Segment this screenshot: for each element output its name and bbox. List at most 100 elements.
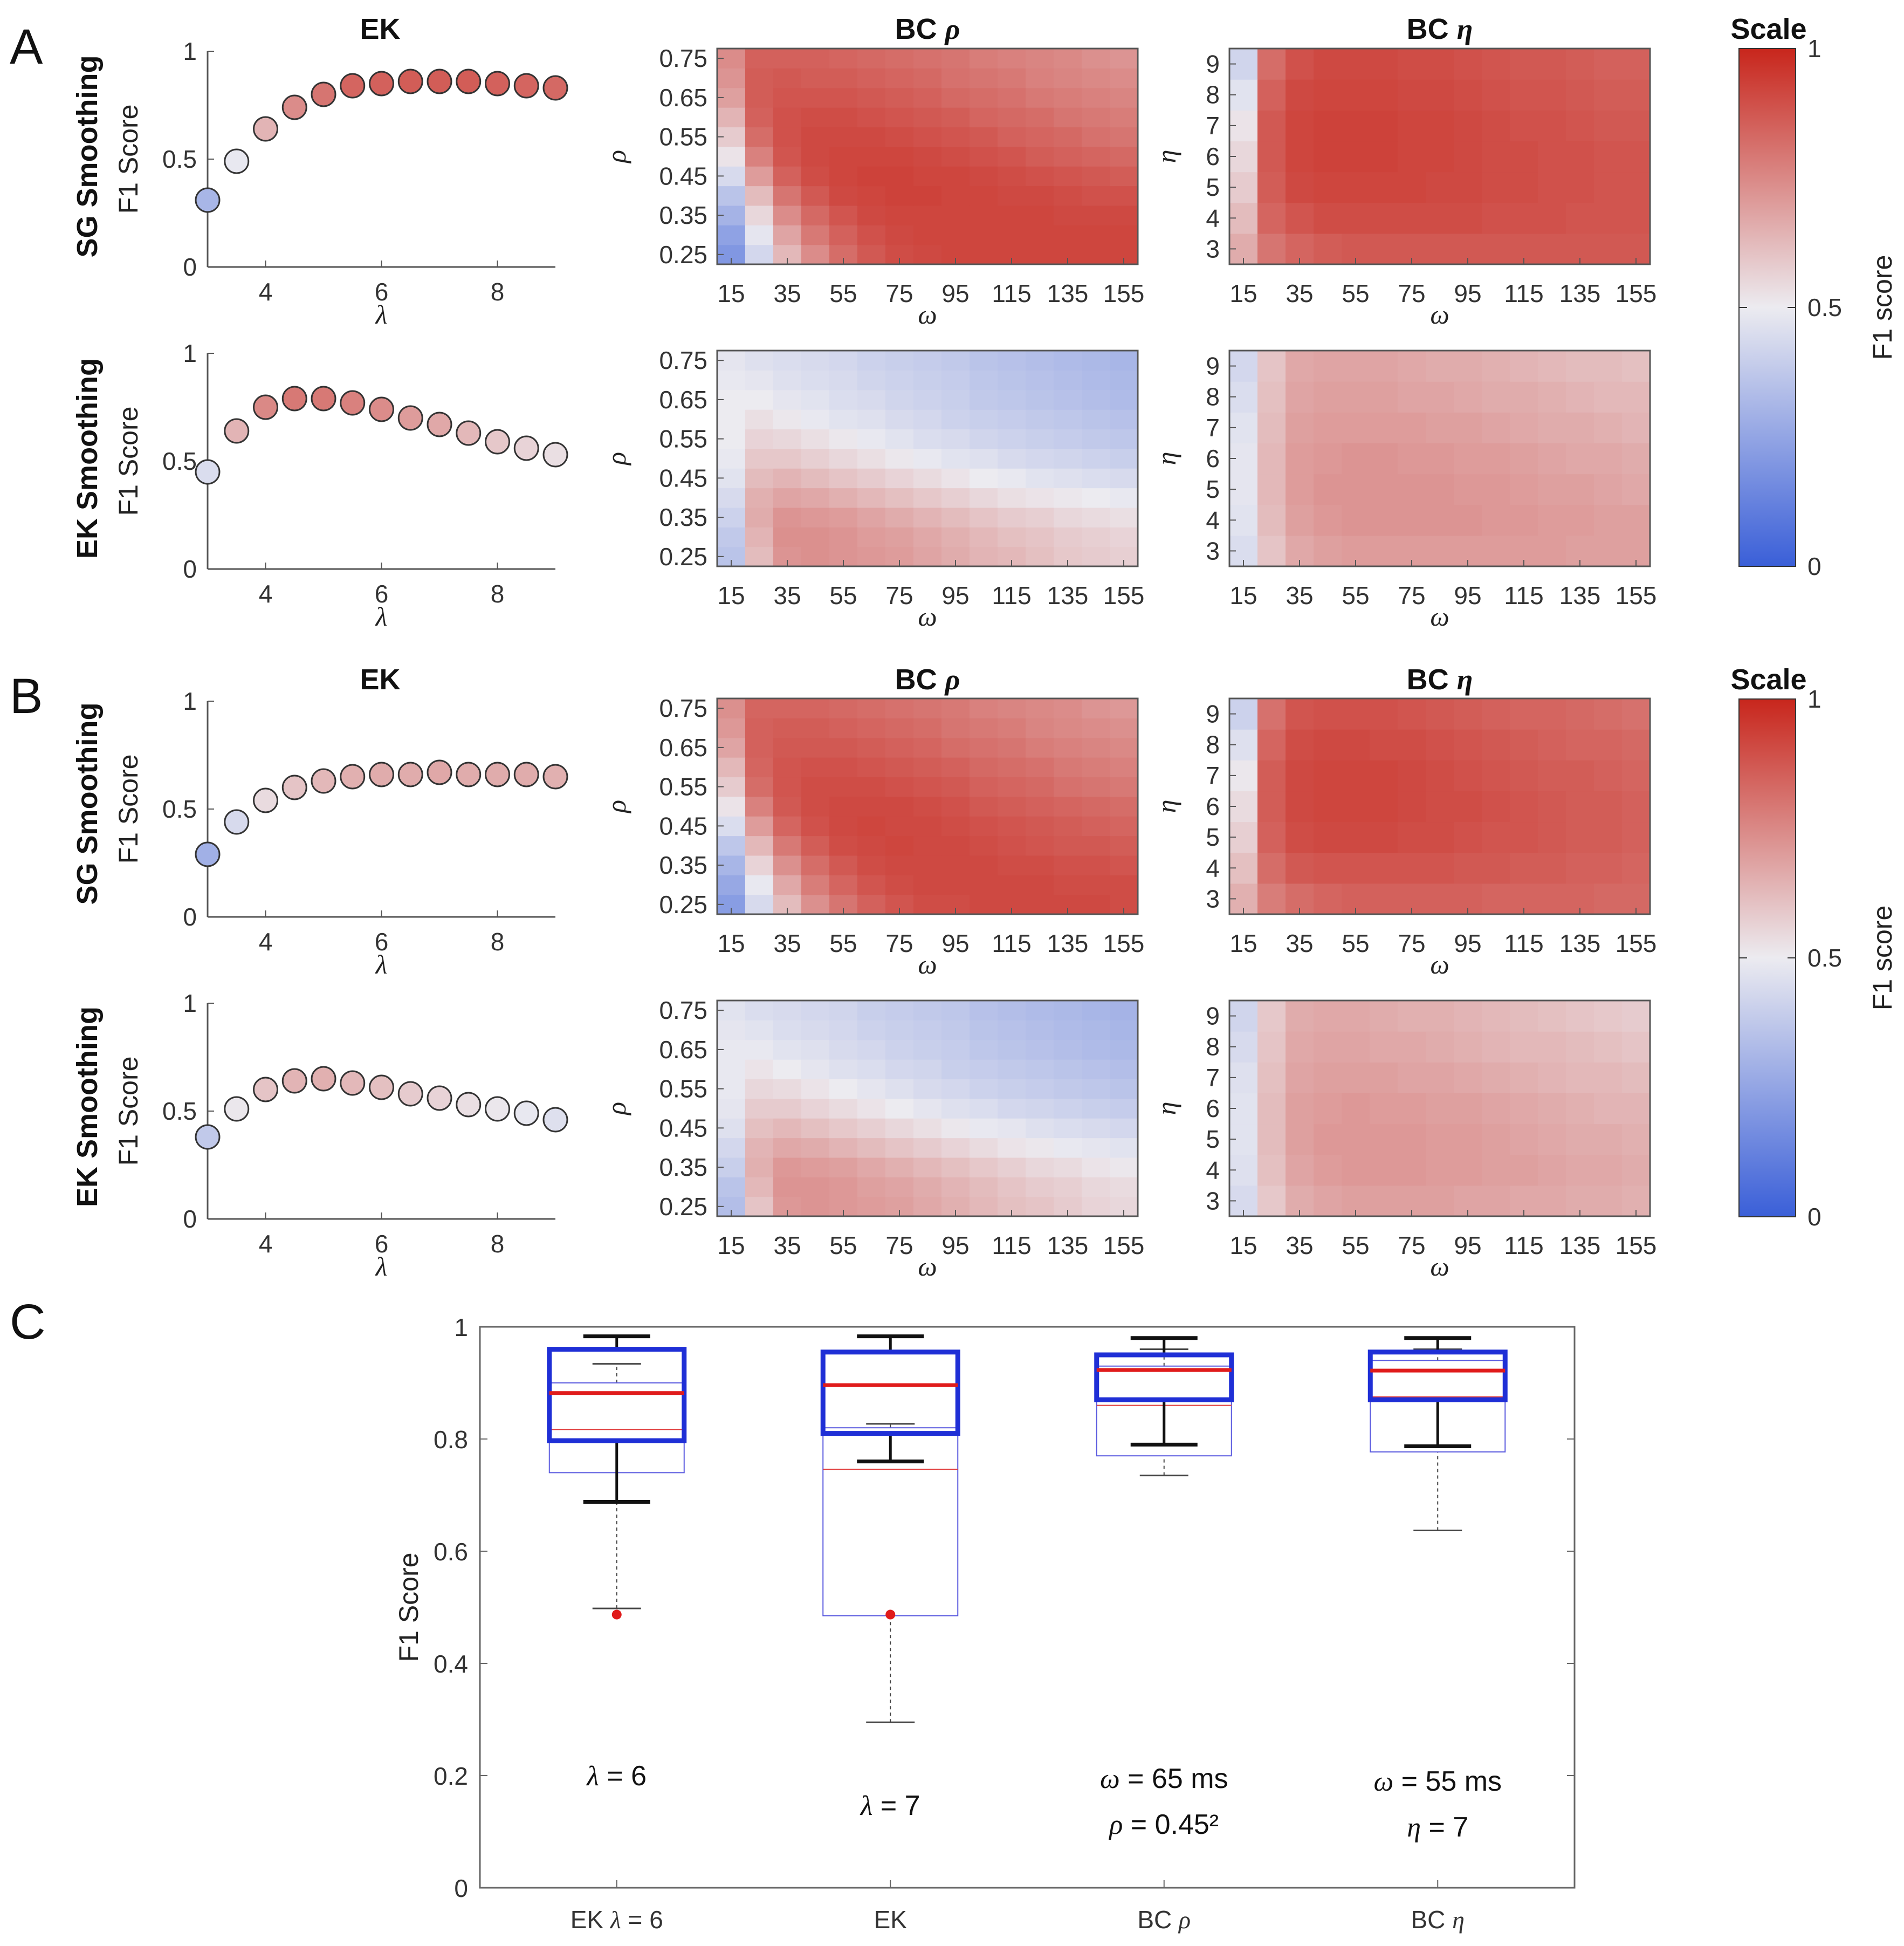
heatmap-cell (1314, 351, 1342, 382)
colorbar-a: Scale 0 0.5 1 F1 score (1730, 13, 1898, 580)
x-tick-label: 15 (717, 581, 745, 609)
heatmap-cell (1314, 141, 1342, 173)
heatmap-cell (1426, 1031, 1454, 1063)
data-point (311, 768, 336, 794)
x-tick-label: 35 (1286, 279, 1313, 307)
heatmap-cell (1510, 791, 1538, 823)
heatmap-cell (857, 796, 886, 817)
heatmap-cell (1426, 381, 1454, 413)
heatmap-cell (1342, 172, 1370, 203)
heatmap-cell (801, 737, 830, 758)
heatmap-cell (829, 205, 858, 225)
heatmap-cell (1566, 1001, 1594, 1032)
colorbar-b: Scale 0 0.5 1 F1 score (1730, 663, 1898, 1231)
heatmap-cell (801, 816, 830, 837)
heatmap-cell (801, 244, 830, 265)
x-axis-label: λ (375, 601, 388, 632)
heatmap-cell (857, 698, 886, 718)
heatmap-cell (1342, 1062, 1370, 1094)
heatmap-cell (1370, 1031, 1398, 1063)
heatmap-cell (1538, 535, 1566, 567)
colorbar-label: F1 score (1867, 255, 1898, 360)
colorbar-tick: 1 (1807, 685, 1821, 713)
heatmap-cell (913, 409, 942, 430)
heatmap-cell (1426, 504, 1454, 536)
heatmap-cell (1286, 172, 1314, 203)
heatmap-cell (745, 875, 774, 895)
heatmap-cell (1482, 141, 1510, 173)
heatmap-cell (913, 1196, 942, 1217)
heatmap-cell (1622, 852, 1651, 884)
heatmap-cell (1054, 448, 1082, 469)
y-tick-label: 7 (1206, 1064, 1220, 1092)
y-tick-label: 0.35 (659, 503, 707, 531)
heatmap-cell (1342, 729, 1370, 760)
heatmap-cell (913, 737, 942, 758)
x-tick-label: 95 (1454, 279, 1481, 307)
heatmap-cell (913, 49, 942, 68)
heatmap-cell (998, 1001, 1026, 1020)
heatmap-cell (1370, 233, 1398, 265)
heatmap-cell (1398, 1123, 1426, 1155)
heatmap-cell (1054, 409, 1082, 430)
heatmap-cell (1482, 821, 1510, 853)
heatmap-cell (829, 1098, 858, 1119)
y-axis-label: η (1151, 800, 1181, 813)
heatmap-cell (1082, 835, 1110, 856)
y-tick-label: 0.65 (659, 84, 707, 112)
heatmap-cell (829, 1001, 858, 1020)
heatmap-cell (1054, 146, 1082, 167)
heatmap-cell (745, 835, 774, 856)
heatmap-cell (941, 1039, 970, 1060)
heatmap-cell (829, 718, 858, 738)
heatmap-cell (1566, 1062, 1594, 1094)
heatmap-cell (1370, 760, 1398, 792)
heatmap-cell (745, 448, 774, 469)
y-tick-label: 0.6 (434, 1538, 468, 1566)
heatmap-B-ek-rho: 15 35 55 75 95 115 135 155 0.25 0.35 0.45 0.55 0.65 0… (601, 996, 1144, 1282)
heatmap-cell (998, 737, 1026, 758)
heatmap-cell (829, 855, 858, 875)
heatmap-cell (998, 796, 1026, 817)
y-tick-label: 6 (1206, 792, 1220, 820)
heatmap-cell (1538, 852, 1566, 884)
heatmap-cell (1110, 389, 1138, 410)
x-axis-label: ω (918, 299, 937, 330)
y-tick-label: 5 (1206, 173, 1220, 201)
title-bc-rho-b: BC ρ (895, 663, 960, 696)
y-tick-label: 1 (183, 339, 197, 367)
heatmap-cell (801, 186, 830, 206)
heatmap-cell (801, 875, 830, 895)
heatmap-cell (745, 718, 774, 738)
heatmap-cell (1054, 1098, 1082, 1119)
y-tick-label: 0.55 (659, 425, 707, 453)
heatmap-cell (857, 1001, 886, 1020)
heatmap-cell (1054, 488, 1082, 508)
heatmap-cell (941, 875, 970, 895)
heatmap-cell (829, 409, 858, 430)
heatmap-cell (857, 816, 886, 837)
heatmap-cell (745, 205, 774, 225)
heatmap-cell (1594, 1001, 1623, 1032)
x-tick-label: 35 (773, 279, 801, 307)
heatmap-cell (1110, 777, 1138, 797)
heatmap-cell (1566, 443, 1594, 475)
heatmap-cell (1026, 1059, 1054, 1080)
heatmap-cell (970, 1118, 998, 1139)
heatmap-cell (885, 68, 914, 88)
heatmap-cell (941, 507, 970, 527)
heatmap-cell (1370, 883, 1398, 915)
heatmap-cell (801, 370, 830, 390)
heatmap-cell (970, 894, 998, 915)
x-tick-label: 55 (829, 279, 857, 307)
heatmap-cell (885, 1039, 914, 1060)
outlier-point (885, 1609, 896, 1620)
heatmap-cell (1054, 49, 1082, 68)
x-tick-label: 15 (717, 1231, 745, 1259)
data-point (253, 787, 278, 813)
heatmap-cell (829, 698, 858, 718)
heatmap-cell (1082, 875, 1110, 895)
y-tick-label: 9 (1206, 700, 1220, 728)
heatmap-cell (970, 796, 998, 817)
heatmap-cell (1426, 729, 1454, 760)
